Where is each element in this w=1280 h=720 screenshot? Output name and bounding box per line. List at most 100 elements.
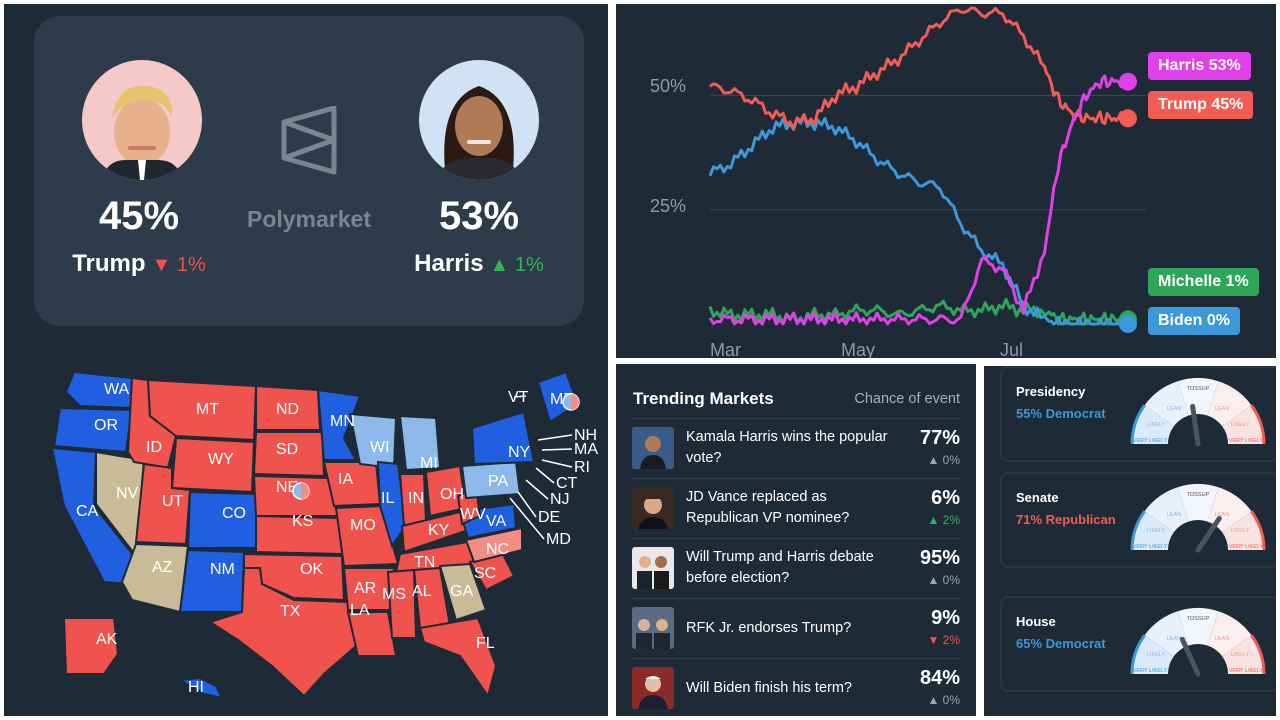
state-label-wa: WA xyxy=(104,381,130,398)
state-label-va: VA xyxy=(486,513,506,530)
state-la[interactable] xyxy=(346,611,398,657)
house-gauge-card[interactable]: House 65% Democrat TOSSUP LEAN LEAN LIKELY L… xyxy=(1000,596,1276,692)
harris-portrait-icon xyxy=(437,86,521,180)
gauge-zone-label: TOSSUP xyxy=(1187,616,1210,622)
presidency-gauge-card[interactable]: Presidency 55% Democrat TOSSUP LEAN LEAN LI… xyxy=(1000,366,1276,462)
state-hi[interactable] xyxy=(176,676,224,700)
odds-chart-panel: 50% 25% Mar May Jul Harris 53% Trump 45%… xyxy=(616,4,1276,358)
state-label-id: ID xyxy=(146,439,162,456)
trump-endpoint-dot xyxy=(1119,109,1137,128)
callout-label-ct: CT xyxy=(556,475,578,492)
market-row-rfk-endorses[interactable]: RFK Jr. endorses Trump? 9% ▼ 2% xyxy=(632,598,960,659)
market-change: ▼ 2% xyxy=(927,633,960,647)
state-label-pa: PA xyxy=(488,473,508,490)
gauge-zone-label: LEAN xyxy=(1215,512,1229,518)
callout-line-de xyxy=(517,491,537,518)
state-ut[interactable] xyxy=(134,462,192,546)
state-wy[interactable] xyxy=(170,436,256,494)
gauge-zone-label: LIKELY xyxy=(1147,528,1166,534)
market-question: JD Vance replaced as Republican VP nomin… xyxy=(686,489,850,526)
gauge-dem-edge xyxy=(1130,634,1146,675)
state-ga[interactable] xyxy=(438,562,488,622)
gauge-zone-label: VERY LIKELY xyxy=(1229,668,1264,674)
state-label-la: LA xyxy=(350,602,370,619)
michelle-series-label: Michelle 1% xyxy=(1148,268,1259,296)
gauge-dem-edge xyxy=(1130,404,1146,445)
trump-label: Trump ▼ 1% xyxy=(39,250,239,278)
harris-series-label: Harris 53% xyxy=(1148,52,1251,80)
market-thumb xyxy=(632,607,674,649)
state-il[interactable] xyxy=(376,460,408,549)
state-ms[interactable] xyxy=(386,568,418,639)
senate-gauge-card[interactable]: Senate 71% Republican TOSSUP LEAN LEAN LIKE… xyxy=(1000,472,1276,568)
gauge-zone-label: LEAN xyxy=(1167,406,1181,412)
gauge-rep-edge xyxy=(1250,404,1266,445)
market-row-harris-popular-vote[interactable]: Kamala Harris wins the popular vote? 77%… xyxy=(632,418,960,479)
state-nm[interactable] xyxy=(178,548,246,613)
gauge-zone-label: LEAN xyxy=(1167,636,1181,642)
state-wa[interactable] xyxy=(64,370,133,410)
callout-line-nh xyxy=(537,434,573,441)
state-label-az: AZ xyxy=(152,559,173,576)
state-label-nd: ND xyxy=(276,401,299,418)
state-ny[interactable] xyxy=(470,410,536,466)
state-az[interactable] xyxy=(120,542,190,614)
control-gauges-panel: Presidency 55% Democrat TOSSUP LEAN LEAN LI… xyxy=(984,366,1276,716)
gauge-zone-label: VERY LIKELY xyxy=(1229,544,1264,550)
gauge-segment xyxy=(1132,405,1174,444)
gauge-zone-label: TOSSUP xyxy=(1187,386,1210,392)
state-nd[interactable] xyxy=(255,384,322,431)
trump-avatar xyxy=(82,60,202,180)
gauge-rep-edge xyxy=(1250,634,1266,675)
x-tick-jul: Jul xyxy=(1000,340,1024,358)
market-question: Kamala Harris wins the popular vote? xyxy=(686,429,888,466)
gauge-zone-label: LEAN xyxy=(1215,406,1229,412)
state-label-mn: MN xyxy=(330,413,355,430)
callout-line-ma xyxy=(541,448,573,451)
market-question: Will Biden finish his term? xyxy=(686,680,852,696)
trump-name: Trump xyxy=(72,250,146,277)
callout-label-de: DE xyxy=(538,509,560,526)
state-ak[interactable] xyxy=(62,617,120,675)
gauge-segment xyxy=(1144,381,1189,427)
market-row-biden-finish-term[interactable]: Will Biden finish his term? 84% ▲ 0% xyxy=(632,658,960,716)
gauge-segment xyxy=(1132,511,1174,550)
market-change: ▲ 0% xyxy=(927,453,960,467)
state-label-ar: AR xyxy=(354,580,376,597)
state-label-ut: UT xyxy=(162,493,184,510)
presidency-gauge: TOSSUP LEAN LEAN LIKELY LIKELY VERY LIKELY VER… xyxy=(1130,378,1266,447)
state-mn[interactable] xyxy=(316,388,362,461)
market-row-vance-replaced[interactable]: JD Vance replaced as Republican VP nomin… xyxy=(632,478,960,539)
gauge-segment xyxy=(1144,487,1189,533)
market-chance: 84% xyxy=(919,667,960,689)
state-label-mo: MO xyxy=(350,517,376,534)
harris-percent: 53% xyxy=(438,194,520,238)
market-row-debate[interactable]: Will Trump and Harris debate before elec… xyxy=(632,538,960,599)
market-chance: 77% xyxy=(919,427,960,449)
state-fl[interactable] xyxy=(418,616,498,699)
state-mi[interactable] xyxy=(398,414,442,472)
callout-line-ri xyxy=(541,459,573,468)
state-sd[interactable] xyxy=(252,431,326,478)
gauge-segment xyxy=(1222,635,1264,674)
state-tx[interactable] xyxy=(207,567,358,698)
state-nc[interactable] xyxy=(464,526,523,564)
state-label-wv: WV xyxy=(460,506,486,523)
gauge-segment xyxy=(1207,381,1252,427)
gauge-segment xyxy=(1207,611,1252,657)
state-label-ca: CA xyxy=(76,503,99,520)
state-mt[interactable] xyxy=(146,378,258,442)
state-label-ak: AK xyxy=(96,631,118,648)
state-label-in: IN xyxy=(408,490,424,507)
state-or[interactable] xyxy=(52,406,134,454)
harris-endpoint-dot xyxy=(1119,72,1137,91)
market-change: ▲ 0% xyxy=(927,573,960,587)
state-label-oh: OH xyxy=(440,486,464,503)
electoral-map: WAORCANVIDMTWYUTAZCONMNDSDNEKSOKTXMNIAMO… xyxy=(50,370,598,700)
callout-label-ma: MA xyxy=(574,441,598,458)
gauge-zone-label: LIKELY xyxy=(1231,528,1250,534)
market-question: Will Trump and Harris debate before elec… xyxy=(686,549,874,586)
market-change: ▲ 2% xyxy=(927,513,960,527)
gauge-title: House xyxy=(1016,614,1056,629)
trump-percent: 45% xyxy=(98,194,180,238)
